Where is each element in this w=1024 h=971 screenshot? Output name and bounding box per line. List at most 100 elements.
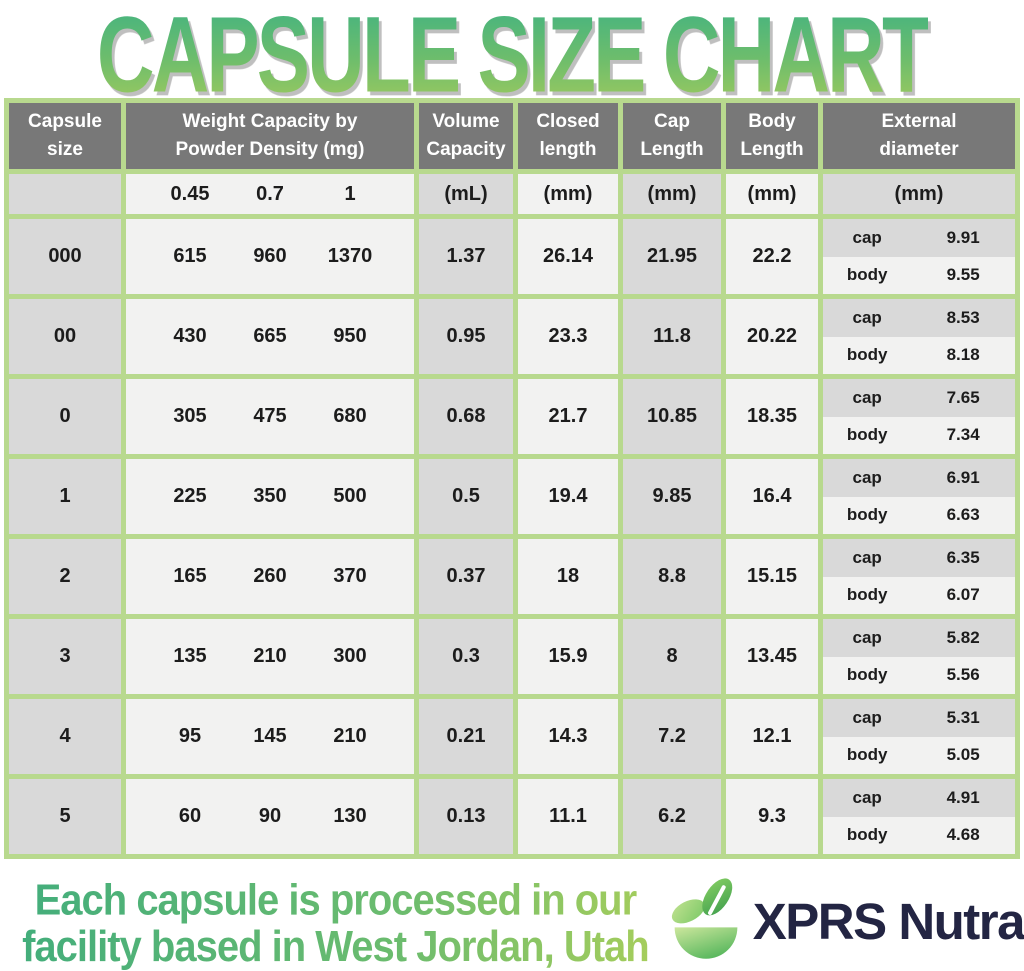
header-external-line1: External — [881, 111, 957, 133]
table-units-row: 0.45 0.7 1 (mL) (mm) (mm) (mm) (mm) — [9, 174, 1015, 214]
body-diameter: 6.07 — [946, 585, 980, 605]
weight-1: 130 — [333, 805, 367, 827]
weight-07: 210 — [253, 645, 287, 667]
table-row: 5 60 90 130 0.13 11.1 6.2 9.3 cap 4.91 b… — [9, 779, 1015, 854]
density-07: 0.7 — [256, 182, 284, 205]
footer-tagline: Each capsule is processed in our facilit… — [8, 878, 663, 971]
header-external-line2: diameter — [879, 139, 959, 160]
units-densities: 0.45 0.7 1 — [126, 174, 414, 214]
body-diameter: 8.18 — [946, 345, 980, 365]
cap-label: cap — [852, 227, 882, 247]
body-label: body — [846, 745, 888, 765]
body-label: body — [846, 265, 888, 285]
external-cap-row: cap 8.53 — [823, 299, 1015, 337]
weight-cells: 95 145 210 — [126, 699, 414, 774]
capsule-size-table: Capsule size Weight Capacity by Powder D… — [4, 98, 1020, 859]
weight-cells: 615 960 1370 — [126, 219, 414, 294]
cap-diameter: 6.91 — [946, 467, 980, 487]
volume-cell: 0.21 — [419, 699, 513, 774]
weight-cells: 305 475 680 — [126, 379, 414, 454]
cap-length-cell: 21.95 — [623, 219, 721, 294]
table-row: 000 615 960 1370 1.37 26.14 21.95 22.2 c… — [9, 219, 1015, 294]
weight-07: 350 — [253, 485, 287, 507]
body-length-cell: 13.45 — [726, 619, 818, 694]
title-banner: CAPSULE SIZE CHART — [0, 0, 1024, 109]
weight-cells: 165 260 370 — [126, 539, 414, 614]
cap-diameter: 8.53 — [946, 307, 980, 327]
weight-1: 500 — [333, 485, 367, 507]
weight-045: 95 — [178, 725, 202, 747]
weight-1: 680 — [333, 405, 367, 427]
cap-label: cap — [852, 627, 882, 647]
header-external-diameter: External diameter — [823, 103, 1015, 169]
page-title: CAPSULE SIZE CHART — [96, 0, 931, 115]
weight-07: 665 — [253, 325, 287, 347]
body-length-cell: 16.4 — [726, 459, 818, 534]
external-body-row: body 6.07 — [823, 576, 1015, 614]
weight-045: 615 — [173, 245, 207, 267]
external-diameter-cell: cap 4.91 body 4.68 — [823, 779, 1015, 854]
external-cap-row: cap 9.91 — [823, 219, 1015, 257]
closed-length-cell: 11.1 — [518, 779, 618, 854]
table-row: 0 305 475 680 0.68 21.7 10.85 18.35 cap … — [9, 379, 1015, 454]
units-body-length: (mm) — [726, 174, 818, 214]
weight-045: 60 — [178, 805, 202, 827]
external-body-row: body 9.55 — [823, 256, 1015, 294]
cap-diameter: 5.31 — [946, 707, 980, 727]
header-body-length: Body Length — [726, 103, 818, 169]
capsule-size-cell: 00 — [9, 299, 121, 374]
capsule-size-cell: 0 — [9, 379, 121, 454]
weight-1: 300 — [333, 645, 367, 667]
weight-045: 305 — [173, 405, 207, 427]
header-volume-capacity: Volume Capacity — [419, 103, 513, 169]
external-diameter-cell: cap 5.31 body 5.05 — [823, 699, 1015, 774]
capsule-size-cell: 1 — [9, 459, 121, 534]
footer: Each capsule is processed in our facilit… — [0, 875, 1024, 967]
body-label: body — [846, 505, 888, 525]
cap-diameter: 7.65 — [946, 387, 980, 407]
body-diameter: 6.63 — [946, 505, 980, 525]
body-diameter: 7.34 — [946, 425, 980, 445]
weight-1: 1370 — [327, 245, 373, 267]
body-length-cell: 22.2 — [726, 219, 818, 294]
external-cap-row: cap 6.35 — [823, 539, 1015, 577]
capsule-size-cell: 000 — [9, 219, 121, 294]
cap-label: cap — [852, 307, 882, 327]
external-diameter-cell: cap 9.91 body 9.55 — [823, 219, 1015, 294]
external-body-row: body 4.68 — [823, 816, 1015, 854]
body-length-cell: 9.3 — [726, 779, 818, 854]
volume-cell: 0.3 — [419, 619, 513, 694]
body-diameter: 4.68 — [946, 825, 980, 845]
weight-045: 430 — [173, 325, 207, 347]
density-1: 1 — [344, 182, 356, 205]
body-length-cell: 15.15 — [726, 539, 818, 614]
external-diameter-cell: cap 7.65 body 7.34 — [823, 379, 1015, 454]
cap-length-cell: 6.2 — [623, 779, 721, 854]
cap-label: cap — [852, 707, 882, 727]
volume-cell: 0.95 — [419, 299, 513, 374]
units-external-diameter: (mm) — [823, 174, 1015, 214]
header-cap-length: Cap Length — [623, 103, 721, 169]
units-cap-length: (mm) — [623, 174, 721, 214]
cap-length-cell: 10.85 — [623, 379, 721, 454]
table-header-row: Capsule size Weight Capacity by Powder D… — [9, 103, 1015, 169]
capsule-size-cell: 2 — [9, 539, 121, 614]
closed-length-cell: 26.14 — [518, 219, 618, 294]
table-row: 4 95 145 210 0.21 14.3 7.2 12.1 cap 5.31… — [9, 699, 1015, 774]
weight-045: 135 — [173, 645, 207, 667]
external-diameter-cell: cap 5.82 body 5.56 — [823, 619, 1015, 694]
volume-cell: 0.37 — [419, 539, 513, 614]
external-body-row: body 8.18 — [823, 336, 1015, 374]
weight-cells: 430 665 950 — [126, 299, 414, 374]
weight-cells: 135 210 300 — [126, 619, 414, 694]
header-weight-line2: Powder Density (mg) — [175, 139, 365, 160]
brand-logo: XPRS Nutra — [669, 875, 1024, 967]
cap-length-cell: 8.8 — [623, 539, 721, 614]
tagline-line2: facility based in West Jordan, Utah — [22, 923, 649, 971]
cap-diameter: 6.35 — [946, 547, 980, 567]
closed-length-cell: 15.9 — [518, 619, 618, 694]
weight-1: 210 — [333, 725, 367, 747]
header-capsule-size: Capsule size — [9, 103, 121, 169]
body-length-cell: 20.22 — [726, 299, 818, 374]
units-closed-length: (mm) — [518, 174, 618, 214]
